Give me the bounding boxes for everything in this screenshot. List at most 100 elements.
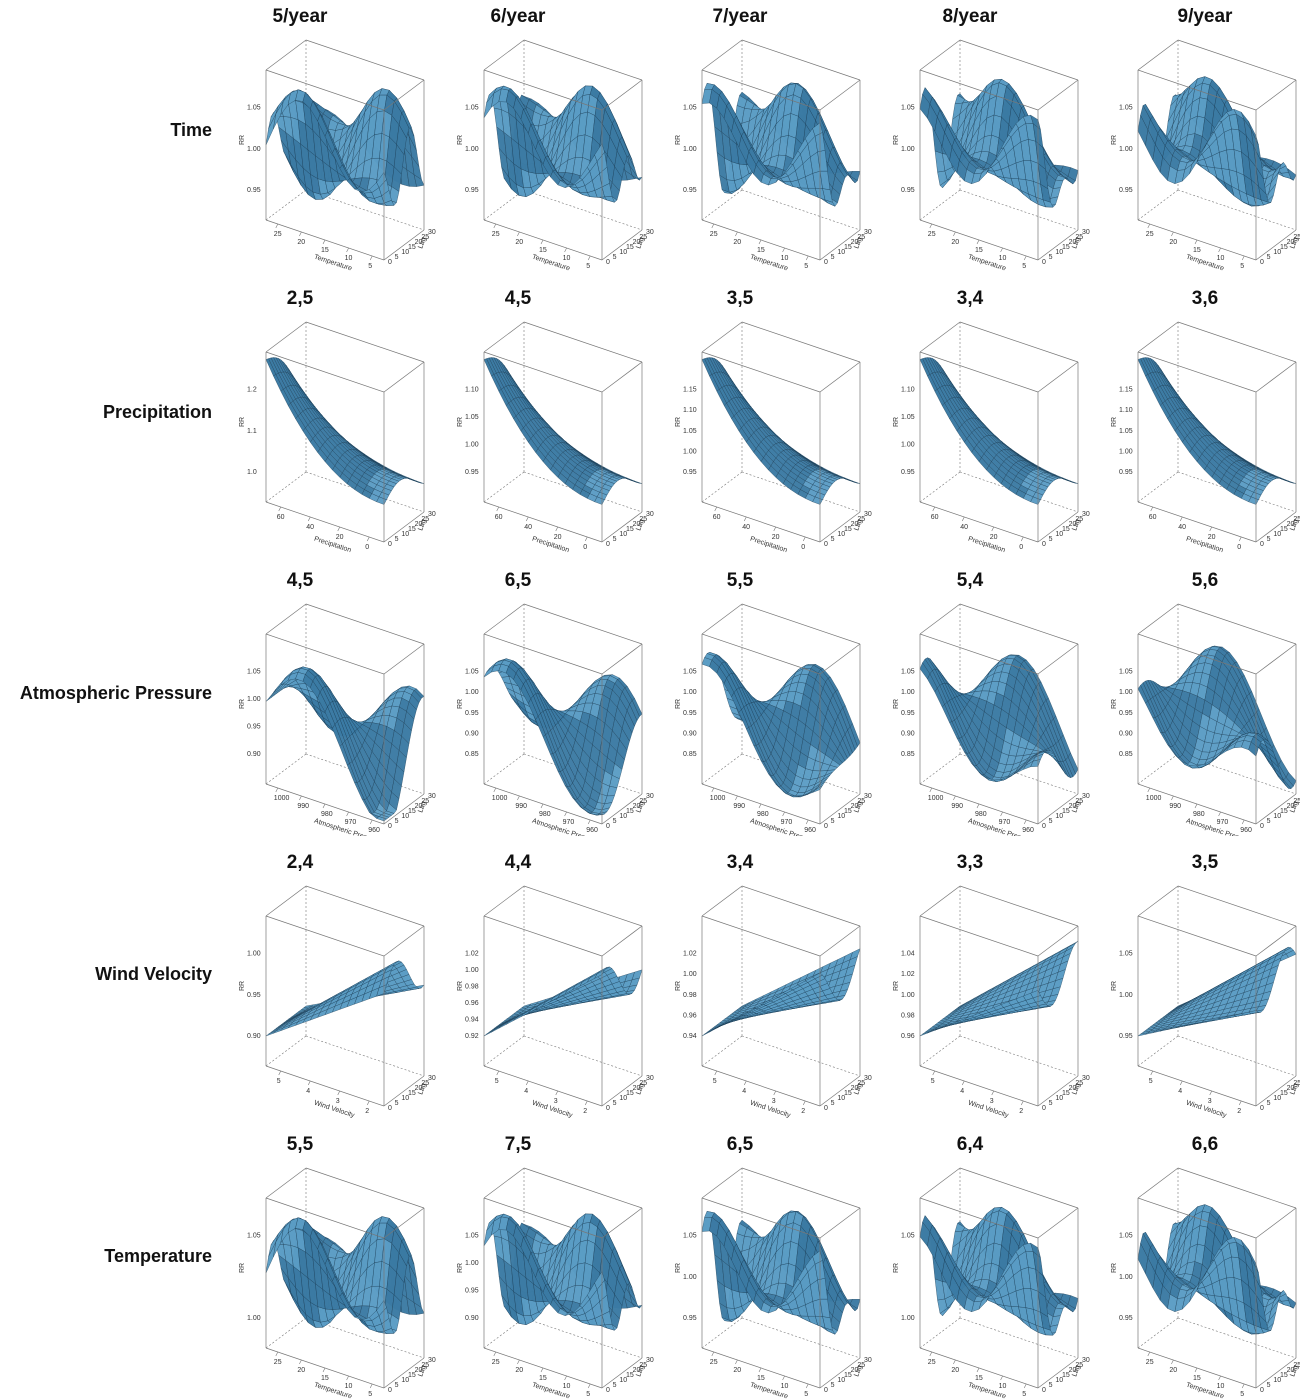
box-hidden-edge xyxy=(920,190,960,220)
x-tick-mark xyxy=(367,537,369,541)
box-hidden-edge xyxy=(266,190,306,220)
x-tick-label: 10 xyxy=(999,255,1007,262)
x-axis-label: Precipitation xyxy=(1185,536,1224,554)
x-tick-mark xyxy=(806,820,808,824)
x-tick-mark xyxy=(279,507,281,511)
lag-tick-label: 30 xyxy=(646,793,654,800)
z-tick-label: 0.95 xyxy=(683,710,697,717)
x-tick-mark xyxy=(930,224,932,228)
x-tick-mark xyxy=(977,240,979,244)
z-tick-label: 0.90 xyxy=(247,1033,261,1040)
x-tick-label: 0 xyxy=(1237,544,1241,551)
lag-tick-label: 0 xyxy=(1260,259,1264,266)
z-tick-label: 0.90 xyxy=(683,730,697,737)
x-tick-label: 5 xyxy=(368,263,372,270)
row-label: Atmospheric Pressure xyxy=(0,683,212,704)
x-tick-mark xyxy=(517,232,519,236)
x-tick-mark xyxy=(338,527,340,531)
x-tick-label: 10 xyxy=(345,255,353,262)
surface-plot: 6040200Precipitation051015202530Lag1.151… xyxy=(1110,316,1300,554)
lag-tick-label: 30 xyxy=(428,1075,436,1082)
x-tick-label: 20 xyxy=(297,239,305,246)
x-tick-mark xyxy=(565,812,567,816)
surface-cell xyxy=(274,684,284,696)
x-tick-label: 980 xyxy=(975,811,987,818)
x-tick-mark xyxy=(276,788,278,792)
box-edge xyxy=(484,40,524,70)
z-tick-label: 1.05 xyxy=(901,105,915,112)
lag-tick-label: 30 xyxy=(1082,229,1090,236)
z-tick-label: 1.00 xyxy=(465,146,479,153)
x-tick-label: 40 xyxy=(1178,524,1186,531)
box-edge xyxy=(920,322,960,352)
x-tick-mark xyxy=(977,804,979,808)
z-tick-label: 0.90 xyxy=(901,730,915,737)
z-axis-label: RR xyxy=(1111,135,1118,145)
box-edge xyxy=(306,886,424,926)
x-tick-mark xyxy=(299,232,301,236)
box-edge xyxy=(484,322,524,352)
lag-tick-label: 5 xyxy=(1049,536,1053,543)
x-tick-mark xyxy=(1148,224,1150,228)
z-tick-label: 0.95 xyxy=(901,710,915,717)
box-edge xyxy=(266,886,306,916)
box-hidden-edge xyxy=(266,754,306,784)
x-tick-label: 15 xyxy=(757,247,765,254)
x-tick-mark xyxy=(347,248,349,252)
x-tick-mark xyxy=(1001,812,1003,816)
box-edge xyxy=(484,1066,602,1106)
x-tick-label: 60 xyxy=(931,514,939,521)
z-tick-label: 1.10 xyxy=(901,387,915,394)
x-tick-label: 20 xyxy=(336,534,344,541)
z-tick-label: 0.95 xyxy=(247,724,261,731)
z-tick-label: 0.90 xyxy=(247,751,261,758)
x-tick-mark xyxy=(992,527,994,531)
z-tick-label: 1.00 xyxy=(1119,146,1133,153)
x-tick-label: 990 xyxy=(733,803,745,810)
z-tick-label: 1.00 xyxy=(901,689,915,696)
surface-cell xyxy=(266,1031,276,1036)
panel-title: 2,5 xyxy=(190,288,410,310)
x-tick-label: 15 xyxy=(975,247,983,254)
x-tick-mark xyxy=(1219,812,1221,816)
box-edge xyxy=(1038,644,1078,674)
box-hidden-edge xyxy=(1138,754,1178,784)
surface-mesh xyxy=(1138,77,1296,207)
x-tick-label: 970 xyxy=(781,819,793,826)
z-tick-label: 0.95 xyxy=(247,187,261,194)
box-edge xyxy=(1138,502,1256,542)
x-tick-mark xyxy=(1171,232,1173,236)
lag-tick-label: 5 xyxy=(1049,254,1053,261)
x-tick-mark xyxy=(556,527,558,531)
x-tick-mark xyxy=(953,796,955,800)
z-axis-label: RR xyxy=(675,417,682,427)
x-tick-mark xyxy=(933,507,935,511)
lag-tick-label: 5 xyxy=(1049,818,1053,825)
x-tick-mark xyxy=(588,820,590,824)
z-axis-label: RR xyxy=(675,135,682,145)
lag-tick-label: 0 xyxy=(1042,541,1046,548)
x-tick-label: 20 xyxy=(515,239,523,246)
x-tick-label: 5 xyxy=(804,263,808,270)
row-label: Time xyxy=(0,120,212,141)
z-tick-label: 0.95 xyxy=(1119,469,1133,476)
x-tick-mark xyxy=(1195,240,1197,244)
x-tick-label: 10 xyxy=(781,255,789,262)
box-edge xyxy=(960,604,1078,644)
z-axis-label: RR xyxy=(893,699,900,709)
lag-tick-label: 30 xyxy=(1082,793,1090,800)
x-tick-label: 5 xyxy=(277,1078,281,1085)
x-tick-mark xyxy=(1024,256,1026,260)
box-edge xyxy=(384,644,424,674)
x-tick-mark xyxy=(276,224,278,228)
x-tick-label: 970 xyxy=(999,819,1011,826)
x-tick-label: 10 xyxy=(1217,255,1225,262)
x-tick-mark xyxy=(1021,537,1023,541)
